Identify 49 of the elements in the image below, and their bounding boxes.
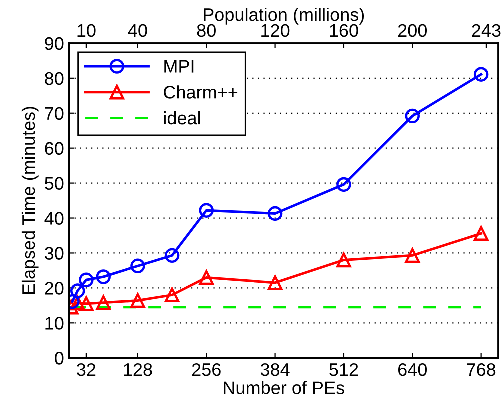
x2-tick-label: 200 xyxy=(398,24,427,38)
x-tick-label: 32 xyxy=(77,363,96,376)
point xyxy=(164,288,180,303)
x-tick-label: 384 xyxy=(260,363,290,376)
x2-tick-label: 243 xyxy=(472,24,501,38)
y-tick-label: 60 xyxy=(45,142,64,156)
y-tick-label: 80 xyxy=(45,72,64,86)
y-tick-label: 20 xyxy=(45,282,64,295)
x-tick-label: 768 xyxy=(467,363,496,376)
point xyxy=(96,270,111,284)
point xyxy=(79,272,94,288)
x-tick-label: 256 xyxy=(192,363,221,376)
y-tick-label: 50 xyxy=(45,177,64,190)
point xyxy=(70,284,86,298)
x-tick-label: 512 xyxy=(330,363,358,376)
point xyxy=(405,108,420,124)
point xyxy=(130,258,146,274)
point xyxy=(130,293,146,308)
legend-label: Charm++ xyxy=(164,86,238,99)
y-tick-label: 10 xyxy=(46,317,64,330)
point xyxy=(336,252,352,268)
x2-axis-title: Population (millions) xyxy=(204,8,364,25)
point xyxy=(96,296,111,310)
point xyxy=(79,296,94,312)
x2-tick-label: 160 xyxy=(330,24,358,38)
point xyxy=(164,248,180,264)
y-tick-label: 40 xyxy=(44,212,64,225)
x-axis-title: Number of PEs xyxy=(224,381,344,394)
point xyxy=(405,248,420,264)
y-axis-title: Elapsed Time (minutes) xyxy=(22,107,39,294)
point xyxy=(199,203,214,218)
x2-tick-label: 10 xyxy=(78,24,96,38)
point xyxy=(268,276,283,290)
x2-tick-label: 120 xyxy=(262,24,290,38)
x2-tick-label: 40 xyxy=(128,24,148,38)
legend-label: ideal xyxy=(164,111,200,125)
y-tick-label: 0 xyxy=(55,352,64,365)
x-tick-label: 128 xyxy=(124,363,152,376)
point xyxy=(474,226,489,242)
point xyxy=(336,177,352,192)
point xyxy=(268,206,283,222)
y-tick-label: 70 xyxy=(45,107,64,120)
point xyxy=(474,67,489,82)
y-tick-label: 30 xyxy=(45,247,64,260)
point xyxy=(199,270,214,286)
x2-tick-label: 80 xyxy=(197,24,216,38)
x-tick-label: 640 xyxy=(398,363,427,376)
legend-label: MPI xyxy=(164,60,194,73)
y-tick-label: 90 xyxy=(45,37,64,50)
